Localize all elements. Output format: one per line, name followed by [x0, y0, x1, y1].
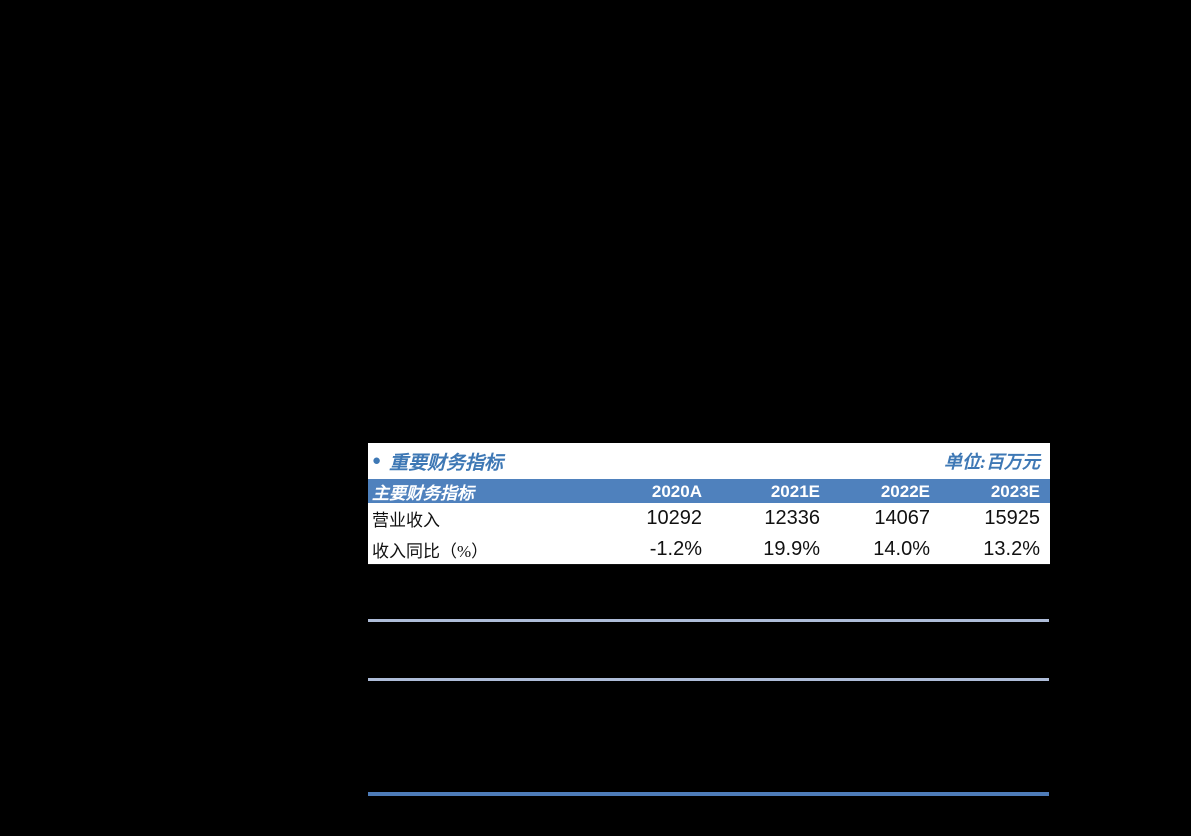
cell-value: 15925	[984, 507, 1040, 529]
table-header-row: 主要财务指标 2020A 2021E 2022E 2023E	[368, 479, 1050, 503]
divider-line-upper	[368, 619, 1049, 622]
cell-value: 19.9%	[763, 538, 820, 560]
divider-line-lower	[368, 792, 1049, 796]
header-2023e: 2023E	[990, 481, 1040, 501]
header-2022e: 2022E	[880, 481, 930, 501]
unit-label: 单位:百万元	[944, 452, 1040, 472]
table-title-row: ● 重要财务指标 单位:百万元	[368, 443, 1050, 479]
divider-line-middle	[368, 678, 1049, 681]
cell-value: 12336	[764, 507, 820, 529]
row-label: 营业收入	[372, 511, 440, 530]
table-row-revenue-yoy: 收入同比（%） -1.2% 19.9% 14.0% 13.2%	[368, 534, 1050, 565]
cell-value: 14067	[874, 507, 930, 529]
cell-value: 13.2%	[983, 538, 1040, 560]
header-2021e: 2021E	[770, 481, 820, 501]
header-2020a: 2020A	[651, 481, 702, 501]
cell-value: -1.2%	[649, 538, 702, 560]
row-label: 收入同比（%）	[372, 542, 489, 561]
table-title: 重要财务指标	[389, 452, 504, 474]
key-financials-table: ● 重要财务指标 单位:百万元 主要财务指标 2020A 2021E 2022E…	[368, 443, 1050, 565]
bullet-icon: ●	[372, 452, 382, 469]
cell-value: 14.0%	[873, 538, 930, 560]
cell-value: 10292	[646, 507, 702, 529]
header-indicator-label: 主要财务指标	[372, 484, 474, 503]
table-row-revenue: 营业收入 10292 12336 14067 15925	[368, 503, 1050, 534]
